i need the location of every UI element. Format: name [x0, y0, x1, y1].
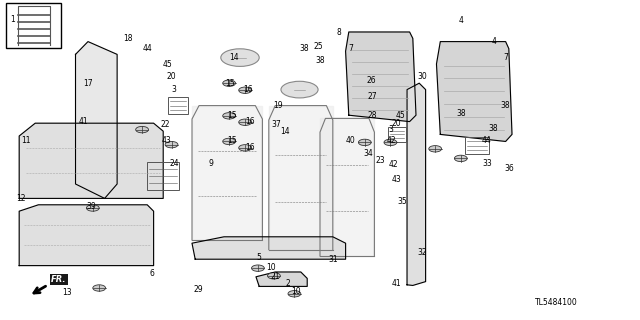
Text: 25: 25: [314, 42, 324, 51]
Text: 7: 7: [503, 53, 508, 62]
Ellipse shape: [221, 49, 259, 67]
Circle shape: [239, 119, 252, 125]
Text: 43: 43: [392, 175, 402, 184]
Circle shape: [358, 139, 371, 146]
Text: TL5484100: TL5484100: [536, 298, 578, 307]
Text: 23: 23: [375, 156, 385, 164]
Text: 45: 45: [395, 111, 405, 120]
Text: 38: 38: [456, 109, 466, 118]
Text: 32: 32: [417, 248, 428, 257]
Text: 29: 29: [193, 285, 204, 294]
Polygon shape: [407, 83, 426, 285]
Text: 7: 7: [348, 44, 353, 52]
Text: 4: 4: [458, 16, 463, 25]
Circle shape: [136, 126, 148, 133]
Text: 1: 1: [10, 15, 15, 24]
Text: 40: 40: [346, 136, 356, 145]
Ellipse shape: [281, 81, 318, 98]
Polygon shape: [192, 237, 346, 259]
Text: FR.: FR.: [51, 275, 67, 284]
Text: 8: 8: [337, 28, 342, 36]
Text: 45: 45: [163, 60, 173, 68]
Text: 10: 10: [266, 263, 276, 272]
Circle shape: [288, 291, 301, 297]
Text: 21: 21: [271, 272, 280, 281]
Text: 16: 16: [243, 85, 253, 94]
Text: 16: 16: [244, 143, 255, 152]
Text: 41: 41: [78, 117, 88, 126]
Text: 33: 33: [483, 159, 493, 168]
Polygon shape: [256, 272, 307, 286]
Text: 38: 38: [500, 101, 511, 110]
Text: 30: 30: [417, 72, 428, 81]
Text: 15: 15: [227, 136, 237, 145]
Text: 15: 15: [225, 79, 236, 88]
Circle shape: [165, 141, 178, 148]
Text: 20: 20: [166, 72, 177, 81]
Text: 12: 12: [16, 194, 25, 203]
Text: 26: 26: [366, 76, 376, 84]
Polygon shape: [346, 32, 416, 122]
Text: 28: 28: [368, 111, 377, 120]
Polygon shape: [19, 123, 163, 198]
Text: 43: 43: [161, 136, 172, 145]
Text: 19: 19: [273, 101, 284, 110]
Text: 38: 38: [488, 124, 498, 132]
Bar: [465, 137, 489, 155]
Bar: [168, 97, 188, 114]
Text: 14: 14: [228, 53, 239, 62]
Text: 15: 15: [227, 111, 237, 120]
Polygon shape: [76, 42, 117, 198]
Circle shape: [93, 285, 106, 291]
Circle shape: [223, 138, 236, 145]
Circle shape: [223, 80, 236, 86]
Text: 11: 11: [21, 136, 30, 145]
Text: 3: 3: [388, 125, 393, 134]
Text: 31: 31: [328, 255, 338, 264]
Circle shape: [239, 145, 252, 151]
Circle shape: [268, 273, 280, 279]
Bar: [6, 3, 61, 48]
Text: 38: 38: [299, 44, 309, 52]
Text: 16: 16: [244, 117, 255, 126]
Text: 10: 10: [291, 287, 301, 296]
Circle shape: [429, 146, 442, 152]
Circle shape: [239, 87, 252, 93]
Circle shape: [223, 113, 236, 119]
Text: 35: 35: [397, 197, 407, 206]
Text: 39: 39: [86, 202, 97, 211]
Circle shape: [86, 205, 99, 211]
Polygon shape: [19, 205, 154, 266]
Text: 36: 36: [504, 164, 514, 172]
Text: 41: 41: [392, 279, 402, 288]
Text: 27: 27: [367, 92, 378, 100]
Text: 37: 37: [271, 120, 282, 129]
Text: 14: 14: [280, 127, 290, 136]
Polygon shape: [436, 42, 512, 141]
Text: 44: 44: [481, 136, 492, 145]
Bar: [147, 162, 179, 190]
Text: 3: 3: [172, 85, 177, 94]
Text: 6: 6: [150, 269, 155, 278]
Text: 42: 42: [388, 160, 398, 169]
Text: 42: 42: [387, 136, 397, 145]
Text: 2: 2: [285, 279, 291, 288]
Circle shape: [384, 139, 397, 146]
Circle shape: [252, 265, 264, 271]
Bar: [388, 127, 406, 141]
Text: 44: 44: [142, 44, 152, 52]
Text: 20: 20: [392, 119, 402, 128]
Text: 18: 18: [124, 34, 132, 43]
Text: 4: 4: [492, 37, 497, 46]
Text: 9: 9: [209, 159, 214, 168]
Circle shape: [454, 155, 467, 162]
Text: 17: 17: [83, 79, 93, 88]
Text: 22: 22: [161, 120, 170, 129]
Text: 24: 24: [169, 159, 179, 168]
Text: 34: 34: [363, 149, 373, 158]
Text: 13: 13: [62, 288, 72, 297]
Text: 5: 5: [257, 253, 262, 262]
Text: 38: 38: [315, 56, 325, 65]
